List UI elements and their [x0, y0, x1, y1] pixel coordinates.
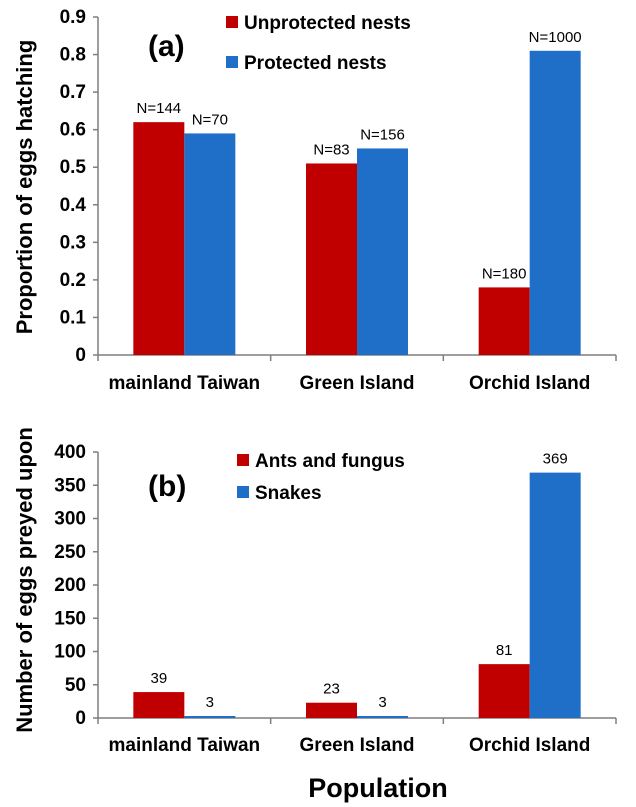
panel-b-bar [133, 692, 185, 718]
panel-a-bar [478, 287, 530, 355]
panel-b-bar [357, 716, 408, 718]
panel-a-y-tick-label: 0.9 [60, 7, 86, 28]
panel-b-label: (b) [148, 470, 186, 503]
panel-a-category-label: mainland Taiwan [108, 373, 260, 394]
panel-a-y-tick-label: 0.2 [60, 270, 86, 291]
legend-swatch-protected [226, 56, 238, 68]
panel-a-y-tick-label: 0.6 [60, 120, 86, 141]
panel-a-category-label: Green Island [299, 373, 414, 394]
panel-a-bar [529, 50, 581, 356]
panel-b-data-label: 81 [496, 642, 513, 659]
panel-b-data-label: 369 [543, 451, 568, 468]
panel-b-data-label: 23 [323, 681, 340, 698]
panel-a-y-tick-label: 0.5 [60, 157, 87, 178]
panel-a-label: (a) [148, 30, 185, 63]
panel-a-chart: Proportion of eggs hatching (a) Unprotec… [12, 7, 617, 394]
panel-b-legend: Ants and fungus Snakes [237, 451, 405, 504]
panel-a-y-tick-label: 0.4 [60, 195, 87, 216]
panel-a-data-label: N=83 [313, 141, 349, 158]
panel-b-y-tick-label: 150 [54, 608, 86, 629]
panel-a-y-tick-label: 0.8 [60, 45, 86, 66]
panel-b-y-tick-label: 350 [54, 475, 86, 496]
panel-a-y-tick-label: 0 [75, 345, 86, 366]
panel-b-bar [529, 472, 581, 718]
panel-b-data-label: 3 [206, 694, 214, 711]
x-axis-title: Population [308, 773, 447, 803]
panel-a-category-label: Orchid Island [469, 373, 590, 394]
panel-a-data-label: N=1000 [529, 29, 582, 46]
legend-label-ants-fungus: Ants and fungus [255, 451, 405, 472]
panel-a-data-label: N=156 [360, 126, 405, 143]
panel-b-y-tick-label: 100 [54, 642, 86, 663]
panel-a-y-tick-label: 0.1 [60, 307, 87, 328]
legend-label-protected: Protected nests [244, 53, 387, 74]
panel-a-y-axis-label: Proportion of eggs hatching [12, 40, 37, 335]
panel-b-bar [184, 716, 236, 718]
legend-swatch-unprotected [226, 16, 238, 28]
panel-b-y-tick-label: 50 [65, 675, 86, 696]
panel-a-y-tick-label: 0.7 [60, 82, 86, 103]
panel-b-y-tick-label: 0 [75, 708, 86, 729]
legend-swatch-snakes [237, 486, 249, 498]
panel-b-data-label: 3 [378, 694, 386, 711]
panel-b-y-tick-label: 300 [54, 509, 86, 530]
panel-a-y-tick-label: 0.3 [60, 232, 86, 253]
panel-b-data-label: 39 [150, 670, 167, 687]
panel-b-y-tick-label: 400 [54, 442, 86, 463]
panel-b-y-tick-label: 200 [54, 575, 86, 596]
panel-a-data-label: N=70 [192, 111, 228, 128]
panel-a-data-label: N=180 [482, 265, 527, 282]
panel-a-bar [306, 163, 357, 355]
panel-b-bar [306, 702, 357, 718]
panel-b-chart: Number of eggs preyed upon (b) Ants and … [12, 427, 617, 756]
panel-b-category-label: mainland Taiwan [108, 735, 260, 756]
legend-label-snakes: Snakes [255, 483, 322, 504]
panel-b-category-label: Orchid Island [469, 735, 590, 756]
panel-a-bar [357, 148, 408, 355]
panel-b-y-tick-label: 250 [54, 542, 86, 563]
panel-a-bar [184, 133, 236, 355]
panel-b-category-label: Green Island [299, 735, 414, 756]
panel-a-data-label: N=144 [137, 100, 182, 117]
panel-a-bar [133, 122, 185, 356]
legend-label-unprotected: Unprotected nests [244, 13, 411, 34]
panel-b-y-axis-label: Number of eggs preyed upon [12, 427, 37, 733]
legend-swatch-ants-fungus [237, 454, 249, 466]
panel-b-bar [478, 664, 530, 718]
panel-a-legend: Unprotected nests Protected nests [226, 13, 411, 74]
